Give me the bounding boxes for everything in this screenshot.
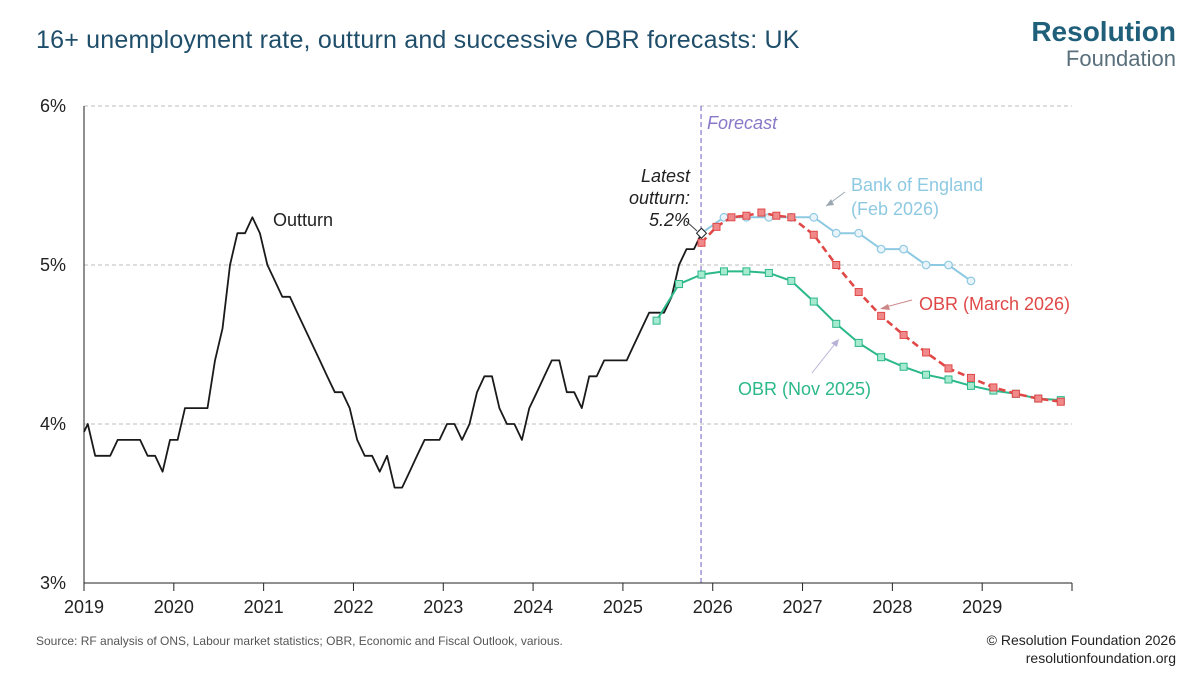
latest-outturn-label: Latest <box>641 166 691 186</box>
obr-march-2026-point <box>966 373 975 382</box>
obr-nov-2025-point <box>922 370 931 379</box>
obr-march-2026-point <box>944 364 953 373</box>
y-tick-label: 6% <box>40 96 66 116</box>
x-tick-label: 2021 <box>244 597 284 617</box>
obr-nov-2025-point <box>742 267 751 276</box>
obr-march-2026-point <box>772 211 781 220</box>
obr-nov-2025-point <box>697 270 706 279</box>
x-tick-label: 2028 <box>872 597 912 617</box>
obr-nov-2025-point <box>787 276 796 285</box>
bank-of-england-feb-2026-point <box>876 244 886 254</box>
boe-pointer-arrowhead <box>826 199 834 206</box>
bank-of-england-feb-2026-point <box>854 228 864 238</box>
x-tick-label: 2022 <box>333 597 373 617</box>
latest-outturn-label: 5.2% <box>649 210 690 230</box>
x-tick-label: 2024 <box>513 597 553 617</box>
obr-march-2026-point <box>1056 397 1065 406</box>
y-tick-label: 5% <box>40 255 66 275</box>
obr-nov-2025-point <box>877 353 886 362</box>
forecast-label: Forecast <box>707 113 778 133</box>
obr-nov-pointer <box>811 339 839 374</box>
outturn-label: Outturn <box>273 210 333 230</box>
website-text: resolutionfoundation.org <box>1025 650 1176 666</box>
bank-of-england-feb-2026-point <box>831 228 841 238</box>
logo-line-2: Foundation <box>1065 46 1176 71</box>
outturn-line <box>83 216 703 489</box>
bank-of-england-feb-2026-point <box>899 244 908 254</box>
obr-march-label: OBR (March 2026) <box>919 294 1070 314</box>
chart-title: 16+ unemployment rate, outturn and succe… <box>36 26 800 54</box>
obr-nov-2025-point <box>764 268 773 277</box>
obr-nov-2025-point <box>719 267 728 276</box>
x-tick-label: 2019 <box>64 597 104 617</box>
y-tick-label: 3% <box>40 573 66 593</box>
obr-march-2026-point <box>712 222 721 231</box>
boe-label: (Feb 2026) <box>851 199 939 219</box>
obr-march-2026-point <box>809 230 818 239</box>
y-tick-label: 4% <box>40 414 66 434</box>
obr-nov-2025-point <box>966 381 975 390</box>
obr-march-2026-point <box>877 311 886 320</box>
latest-outturn-label: outturn: <box>629 188 690 208</box>
x-tick-label: 2020 <box>154 597 194 617</box>
obr-march-2026-point <box>854 288 863 297</box>
resolution-foundation-logo: Resolution Foundation <box>1031 18 1176 70</box>
source-note: Source: RF analysis of ONS, Labour marke… <box>36 634 563 648</box>
obr-march-2026-point <box>742 211 751 220</box>
obr-march-2026-point <box>1034 394 1043 403</box>
bank-of-england-feb-2026-point <box>966 276 976 286</box>
bank-of-england-feb-2026-point <box>921 260 931 270</box>
obr-nov-pointer-arrowhead <box>831 339 839 347</box>
obr-march-2026-point <box>1011 389 1020 398</box>
latest-outturn-pointer <box>685 220 698 232</box>
obr-march-2026-point <box>787 213 796 222</box>
obr-nov-label: OBR (Nov 2025) <box>738 379 871 399</box>
grid-lines <box>84 105 1072 583</box>
obr-march-2026-point <box>899 330 908 339</box>
bank-of-england-feb-2026-point <box>944 260 953 270</box>
obr-march-2026-point <box>832 261 841 269</box>
obr-nov-2025-point <box>809 297 818 306</box>
obr-march-2026-point <box>697 238 706 247</box>
obr-nov-2025-point <box>675 280 684 289</box>
series-layer <box>83 208 1065 489</box>
x-tick-label: 2023 <box>423 597 463 617</box>
axes: 3% 4% 5% 6% 2019 2020 2021 2022 2023 2024 2025 2026… <box>40 96 1073 617</box>
copyright-text: © Resolution Foundation 2026 <box>986 632 1176 648</box>
obr-nov-2025-point <box>854 338 863 347</box>
obr-march-2026-point <box>727 213 736 222</box>
copyright-block: © Resolution Foundation 2026 resolutionf… <box>987 631 1176 667</box>
boe-label: Bank of England <box>851 175 983 195</box>
obr-march-2026-point <box>922 348 931 357</box>
obr-march-2026-point <box>989 383 998 392</box>
logo-line-1: Resolution <box>1031 16 1176 47</box>
obr-march-pointer-arrowhead <box>880 304 890 310</box>
obr-nov-2025-point <box>652 316 661 325</box>
obr-nov-2025-point <box>944 375 953 384</box>
x-tick-label: 2027 <box>783 597 823 617</box>
x-tick-label: 2025 <box>603 597 643 617</box>
obr-march-2026-point <box>757 208 766 217</box>
obr-nov-2025-point <box>899 362 908 371</box>
x-tick-label: 2029 <box>962 597 1002 617</box>
bank-of-england-feb-2026-point <box>809 212 819 222</box>
x-tick-label: 2026 <box>693 597 733 617</box>
latest-outturn-marker <box>695 227 708 239</box>
obr-nov-2025-point <box>832 319 841 328</box>
